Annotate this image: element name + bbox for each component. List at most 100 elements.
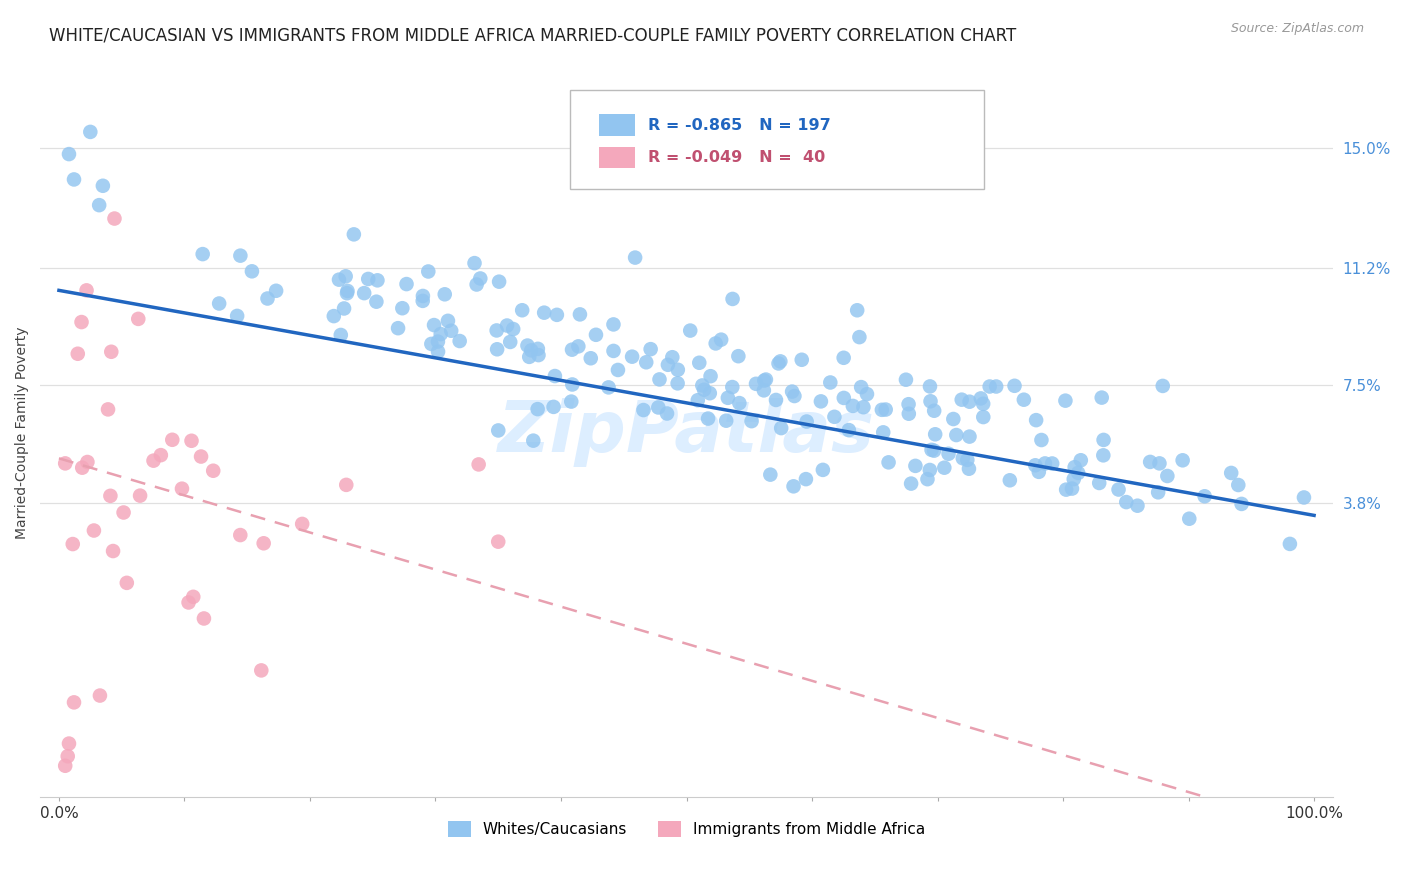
Point [115, 575, 138, 590]
Point [897, 407, 920, 421]
Point [561, 377, 583, 392]
Point [127, 311, 149, 326]
Point [412, 289, 434, 303]
Point [202, 464, 225, 478]
Point [449, 334, 471, 348]
Point [849, 380, 872, 394]
Point [100, 489, 122, 503]
Point [1004, 379, 1026, 393]
Point [870, 402, 893, 417]
Point [322, 309, 344, 323]
Point [998, 473, 1021, 487]
Point [1054, 393, 1077, 408]
Point [1147, 485, 1170, 500]
Point [546, 308, 568, 322]
Point [697, 411, 720, 425]
Point [952, 451, 974, 466]
Legend: Whites/Caucasians, Immigrants from Middle Africa: Whites/Caucasians, Immigrants from Middl… [440, 814, 932, 845]
FancyBboxPatch shape [599, 146, 634, 169]
Point [496, 318, 519, 333]
Point [343, 227, 366, 242]
Point [838, 423, 860, 437]
Point [58, 737, 80, 751]
Point [229, 249, 252, 263]
Point [848, 330, 870, 344]
Point [412, 293, 434, 308]
Point [768, 356, 790, 370]
Point [510, 303, 533, 318]
Point [66, 347, 89, 361]
Point [1024, 458, 1046, 473]
Point [790, 352, 813, 367]
Point [872, 425, 894, 440]
Point [661, 350, 683, 364]
Point [1040, 457, 1063, 471]
Point [527, 342, 550, 356]
Point [70, 315, 93, 329]
Point [63, 695, 86, 709]
Point [704, 336, 727, 351]
Point [427, 344, 450, 359]
Point [426, 334, 449, 349]
Point [1194, 489, 1216, 503]
Point [191, 247, 214, 261]
Point [63, 172, 86, 186]
Point [1012, 392, 1035, 407]
Point [782, 479, 804, 493]
Point [516, 338, 538, 352]
Point [1088, 475, 1111, 490]
Point [770, 421, 793, 435]
Point [336, 286, 359, 301]
Point [256, 292, 278, 306]
Point [53, 456, 76, 470]
Point [429, 327, 451, 342]
Point [921, 442, 943, 457]
Point [920, 394, 942, 409]
Point [714, 414, 737, 428]
Point [567, 339, 589, 353]
Point [470, 271, 492, 285]
Point [598, 380, 620, 394]
Point [1178, 512, 1201, 526]
Point [752, 384, 775, 398]
Point [520, 343, 543, 358]
Point [58, 147, 80, 161]
Point [1070, 453, 1092, 467]
Point [970, 392, 993, 406]
Point [647, 401, 669, 415]
Point [1028, 465, 1050, 479]
Point [754, 374, 776, 388]
Point [811, 463, 834, 477]
Point [1031, 433, 1053, 447]
Point [366, 273, 388, 287]
Point [76, 284, 98, 298]
Point [765, 392, 787, 407]
Point [875, 402, 897, 417]
Point [924, 427, 946, 442]
Point [759, 467, 782, 482]
Point [942, 412, 965, 426]
Point [945, 428, 967, 442]
Point [100, 344, 122, 359]
Point [957, 461, 980, 475]
Point [721, 380, 744, 394]
FancyBboxPatch shape [571, 90, 984, 189]
Point [467, 458, 489, 472]
Point [679, 324, 702, 338]
Point [101, 544, 124, 558]
Point [226, 309, 249, 323]
Point [666, 363, 689, 377]
Point [97, 402, 120, 417]
Point [823, 409, 845, 424]
Point [149, 448, 172, 462]
Point [89, 689, 111, 703]
Point [1292, 491, 1315, 505]
Point [1149, 456, 1171, 470]
Point [856, 387, 879, 401]
Point [418, 264, 440, 278]
Point [544, 369, 567, 384]
Point [820, 376, 842, 390]
Point [527, 348, 550, 362]
Point [366, 294, 388, 309]
Point [950, 392, 973, 407]
